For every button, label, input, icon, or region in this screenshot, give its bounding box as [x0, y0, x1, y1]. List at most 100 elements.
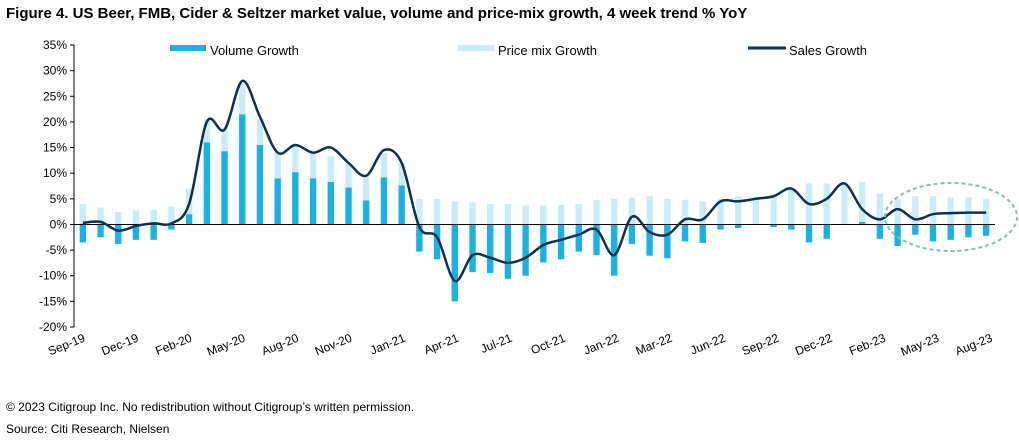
price-mix-bar — [912, 196, 919, 225]
volume-bar — [593, 224, 600, 256]
legend-item-volume-growth: Volume Growth — [170, 43, 299, 58]
price-mix-bar — [380, 153, 388, 178]
sales-growth-line — [82, 79, 987, 283]
price-mix-bar — [115, 212, 122, 225]
figure-title: Figure 4. US Beer, FMB, Cider & Seltzer … — [6, 5, 748, 22]
price-mix-bar — [699, 201, 706, 225]
y-tick-label: -10% — [39, 269, 67, 283]
price-mix-bar — [327, 156, 335, 182]
volume-bar — [256, 144, 264, 225]
price-mix-bar — [239, 83, 246, 115]
volume-bar — [168, 224, 175, 230]
volume-bar — [274, 178, 281, 225]
y-tick-label: 20% — [43, 115, 67, 129]
price-mix-bar — [841, 183, 848, 225]
price-mix-bar — [628, 197, 636, 225]
y-tick-label: 5% — [50, 192, 68, 206]
price-mix-bar — [97, 207, 104, 225]
volume-bar — [699, 224, 706, 243]
x-tick-label: Dec-22 — [793, 331, 834, 359]
x-tick-label: Nov-20 — [313, 331, 354, 359]
volume-bar — [504, 224, 512, 279]
price-mix-bar — [982, 198, 990, 225]
price-mix-bar — [168, 206, 175, 225]
price-mix-bar — [540, 205, 547, 225]
price-mix-bar — [823, 183, 830, 225]
x-tick-label: Jun-22 — [688, 331, 728, 358]
price-mix-bar — [717, 198, 724, 225]
y-tick-label: 35% — [43, 38, 67, 52]
volume-bar — [734, 224, 742, 229]
volume-bar — [611, 224, 618, 276]
x-tick-label: Sep-19 — [46, 331, 87, 359]
price-mix-bar — [770, 193, 777, 225]
price-mix-bar — [132, 210, 140, 225]
copyright-note: © 2023 Citigroup Inc. No redistribution … — [6, 400, 415, 414]
y-tick-label: 25% — [43, 89, 67, 103]
price-mix-bar — [203, 119, 211, 143]
price-mix-bar — [345, 162, 352, 188]
y-tick-label: 0% — [50, 217, 68, 231]
price-mix-bar — [504, 203, 512, 225]
price-mix-bar — [433, 198, 441, 225]
volume-bar — [557, 224, 565, 260]
volume-bar — [876, 224, 884, 239]
y-tick-label: 15% — [43, 141, 67, 155]
volume-bar — [487, 224, 494, 274]
y-tick-label: -5% — [46, 243, 68, 257]
legend-swatch-volume — [170, 45, 206, 51]
volume-bar — [894, 224, 901, 246]
price-mix-bar — [788, 188, 795, 225]
price-mix-bar — [681, 199, 689, 225]
legend: Volume Growth Price mix Growth Sales Gro… — [170, 43, 867, 58]
volume-bar — [203, 142, 211, 225]
highlight-ellipse — [884, 182, 1018, 252]
volume-bar — [221, 151, 228, 225]
source-note: Source: Citi Research, Nielsen — [6, 422, 170, 436]
volume-bar — [150, 224, 157, 240]
x-tick-label: May-23 — [899, 331, 942, 359]
price-mix-bar — [79, 203, 87, 225]
volume-bar — [309, 178, 317, 225]
legend-swatch-price-mix — [458, 45, 494, 51]
price-mix-bar — [274, 152, 281, 179]
volume-bar — [788, 224, 795, 230]
price-mix-bar — [398, 162, 405, 186]
volume-bar — [345, 187, 352, 225]
x-tick-label: Sep-22 — [740, 331, 781, 359]
volume-bar — [681, 224, 689, 242]
price-mix-bar — [611, 198, 618, 225]
y-tick-label: 10% — [43, 166, 67, 180]
volume-bar — [522, 224, 529, 276]
price-mix-bar — [522, 205, 529, 225]
volume-bar — [664, 224, 671, 259]
volume-bar — [292, 172, 299, 225]
volume-bar — [239, 114, 246, 225]
volume-bar — [965, 224, 972, 238]
x-tick-label: Aug-20 — [259, 331, 300, 359]
price-mix-bar — [752, 196, 760, 225]
legend-label-price-mix: Price mix Growth — [498, 43, 597, 58]
price-mix-bar — [876, 193, 884, 225]
legend-label-sales: Sales Growth — [789, 43, 867, 58]
y-tick-label: -15% — [39, 294, 67, 308]
volume-bar — [805, 224, 813, 243]
x-tick-label: May-20 — [205, 331, 248, 359]
price-mix-bar — [363, 175, 370, 201]
price-mix-bar — [487, 203, 494, 225]
price-mix-bar — [664, 198, 671, 225]
volume-bar — [575, 224, 582, 252]
x-tick-label: Jan-22 — [581, 331, 621, 358]
price-mix-bar — [947, 197, 954, 225]
price-mix-bar — [292, 144, 299, 173]
volume-bar — [628, 224, 636, 244]
volume-bar — [770, 224, 777, 228]
volume-bar — [398, 185, 405, 225]
volume-bar — [363, 200, 370, 225]
price-mix-bar — [416, 198, 423, 225]
volume-bar — [540, 224, 547, 263]
price-mix-bar — [929, 196, 937, 225]
plot-area: -20% -15% -10% -5% 0% 5% 10% 15% 20% 25% 30% 35% Sep… — [39, 38, 995, 359]
price-mix-bar — [309, 152, 317, 179]
